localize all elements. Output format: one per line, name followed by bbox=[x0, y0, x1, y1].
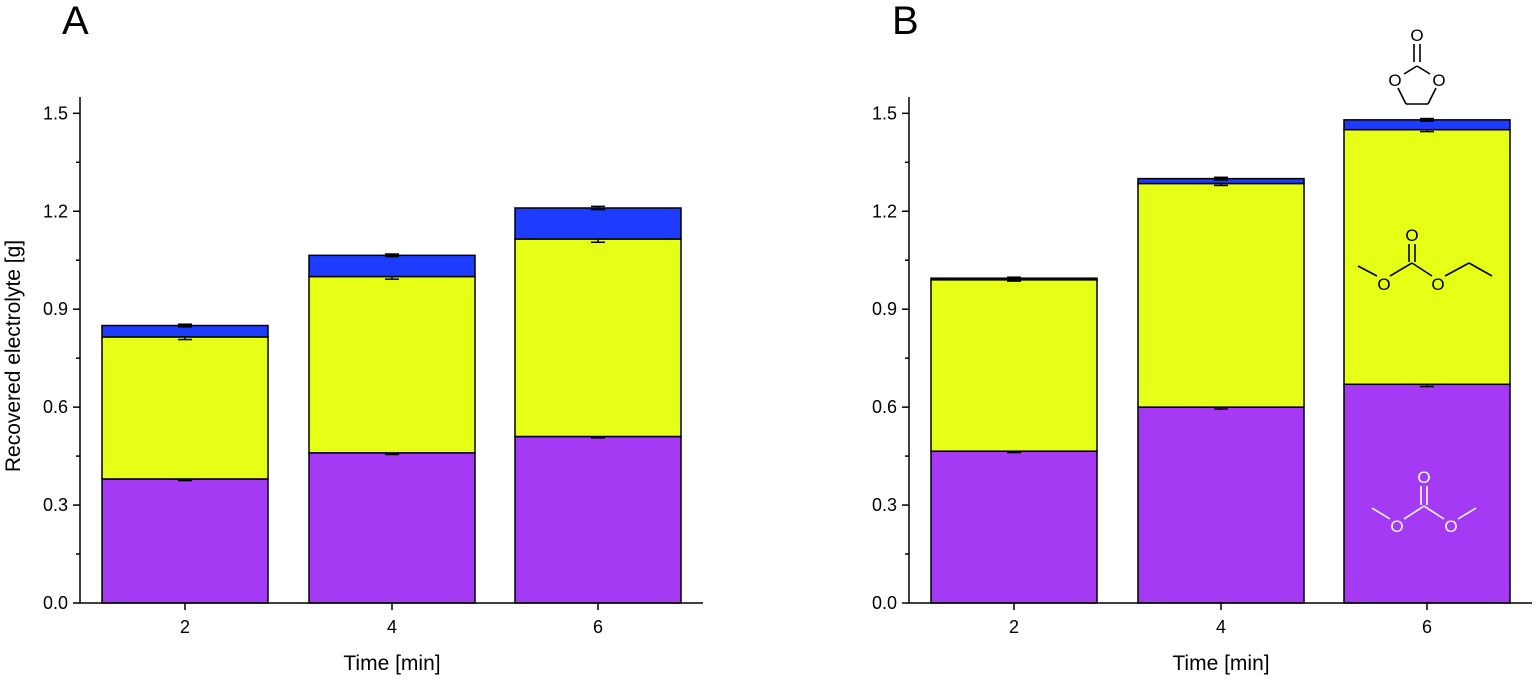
y-tick-label: 0.3 bbox=[43, 495, 68, 515]
ethyl-methyl-carbonate-structure: O O O bbox=[1357, 226, 1493, 294]
y-tick-label: 0.0 bbox=[43, 593, 68, 613]
bar-dmc-2 bbox=[101, 478, 269, 604]
x-axis-title: Time [min] bbox=[343, 652, 440, 675]
bar-dmc-6 bbox=[514, 435, 682, 604]
panel-a: A Recovered electrolyte [g] Time [min] 0… bbox=[2, 0, 703, 675]
plot-area: 0.0 0.3 0.6 0.9 1.2 1.5 2 4 6 bbox=[872, 97, 1532, 637]
bar-ec-4 bbox=[308, 254, 476, 278]
oxygen-atom: O bbox=[1388, 71, 1401, 90]
bar-emc-2 bbox=[930, 279, 1098, 452]
y-tick-label: 1.2 bbox=[43, 201, 68, 221]
bar-dmc-4 bbox=[1137, 406, 1305, 604]
x-tick-label: 4 bbox=[1216, 617, 1226, 637]
y-tick-label: 0.6 bbox=[872, 397, 897, 417]
dimethyl-carbonate-structure: O O O bbox=[1371, 468, 1477, 536]
panel-b: B Time [min] 0.0 0.3 0.6 0.9 1.2 1.5 2 4 6 bbox=[872, 0, 1532, 675]
bar-emc-6 bbox=[1343, 128, 1511, 386]
oxygen-atom: O bbox=[1405, 226, 1418, 245]
oxygen-atom: O bbox=[1377, 275, 1390, 294]
x-tick-label: 6 bbox=[1422, 617, 1432, 637]
x-tick-label: 6 bbox=[593, 617, 603, 637]
bar-emc-4 bbox=[308, 275, 476, 454]
bar-dmc-4 bbox=[308, 452, 476, 604]
plot-area: 0.0 0.3 0.6 0.9 1.2 1.5 2 4 6 bbox=[43, 97, 703, 637]
x-axis-title: Time [min] bbox=[1172, 652, 1269, 675]
oxygen-atom: O bbox=[1417, 468, 1430, 487]
y-tick-label: 0.0 bbox=[872, 593, 897, 613]
bar-dmc-2 bbox=[930, 450, 1098, 604]
y-tick-label: 0.6 bbox=[43, 397, 68, 417]
oxygen-atom: O bbox=[1431, 275, 1444, 294]
bar-emc-6 bbox=[514, 238, 682, 438]
x-tick-label: 2 bbox=[1009, 617, 1019, 637]
oxygen-atom: O bbox=[1410, 26, 1423, 45]
y-tick-label: 1.5 bbox=[43, 103, 68, 123]
bar-emc-4 bbox=[1137, 182, 1305, 408]
y-tick-label: 0.9 bbox=[43, 299, 68, 319]
y-tick-label: 1.2 bbox=[872, 201, 897, 221]
panel-letter: B bbox=[892, 0, 919, 43]
oxygen-atom: O bbox=[1444, 517, 1457, 536]
x-tick-label: 4 bbox=[387, 617, 397, 637]
y-tick-label: 1.5 bbox=[872, 103, 897, 123]
x-tick-label: 2 bbox=[180, 617, 190, 637]
y-axis-title: Recovered electrolyte [g] bbox=[2, 240, 25, 472]
y-tick-label: 0.9 bbox=[872, 299, 897, 319]
bar-emc-2 bbox=[101, 336, 269, 480]
y-tick-label: 0.3 bbox=[872, 495, 897, 515]
ethylene-carbonate-structure: O O O bbox=[1388, 26, 1446, 105]
panel-letter: A bbox=[62, 0, 89, 43]
bar-ec-6 bbox=[514, 207, 682, 240]
oxygen-atom: O bbox=[1390, 517, 1403, 536]
oxygen-atom: O bbox=[1432, 71, 1445, 90]
